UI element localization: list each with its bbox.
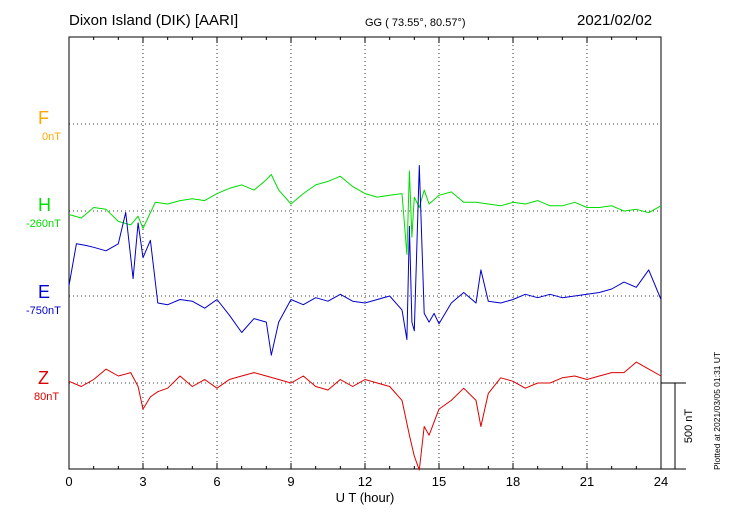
x-tick-label: 12 — [358, 474, 372, 489]
baseline-label-e: -750nT — [26, 305, 61, 317]
component-label-z: Z — [38, 368, 49, 388]
component-label-h: H — [38, 195, 51, 215]
station-title: Dixon Island (DIK) [AARI] — [69, 12, 239, 29]
series-line-h — [68, 170, 662, 255]
baseline-label-f: 0nT — [42, 131, 61, 143]
x-tick-label: 9 — [287, 474, 294, 489]
x-tick-label: 18 — [506, 474, 520, 489]
plotted-timestamp: Plotted at 2021/03/05 01:31 UT — [712, 351, 722, 470]
baseline-label-z: 80nT — [34, 391, 60, 403]
component-label-f: F — [38, 108, 49, 128]
x-tick-label: 6 — [213, 474, 220, 489]
x-tick-label: 15 — [432, 474, 446, 489]
x-tick-label: 24 — [654, 474, 668, 489]
x-tick-label: 21 — [580, 474, 594, 489]
x-axis-label: U T (hour) — [336, 490, 395, 505]
component-label-e: E — [38, 282, 51, 302]
plot-date: 2021/02/02 — [577, 12, 653, 29]
baseline-label-h: -260nT — [26, 218, 61, 230]
series-line-z — [68, 361, 662, 471]
x-tick-label: 3 — [139, 474, 146, 489]
x-tick-label: 0 — [65, 474, 72, 489]
geographic-coordinates: GG ( 73.55°, 80.57°) — [365, 17, 466, 29]
series-line-e — [68, 165, 662, 356]
scale-bar-label: 500 nT — [683, 409, 695, 444]
